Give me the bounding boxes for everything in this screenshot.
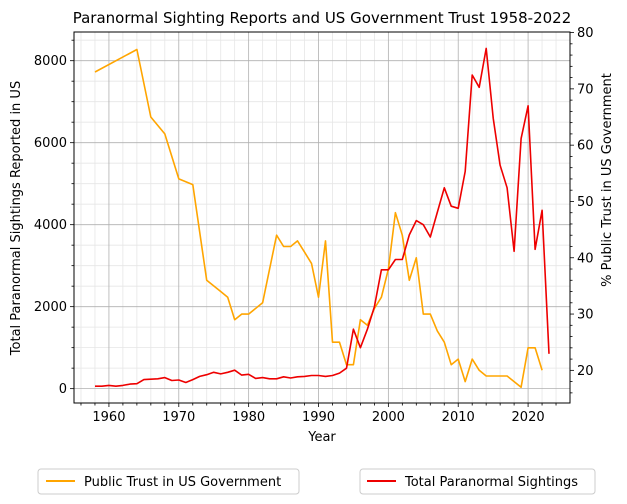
legend-public-trust: Public Trust in US Government xyxy=(37,468,300,495)
x-tick-label: 2020 xyxy=(512,410,545,425)
y-left-tick-label: 8000 xyxy=(34,54,67,69)
series-line-public-trust-in-us-government xyxy=(94,48,543,389)
y-left-tick-label: 4000 xyxy=(34,218,67,233)
series-line-total-paranormal-sightings xyxy=(95,47,550,388)
legend-paranormal-sightings: Total Paranormal Sightings xyxy=(359,468,596,495)
y-right-tick-label: 40 xyxy=(577,251,594,266)
y-right-tick-label: 50 xyxy=(577,195,594,210)
y-axis-label-right: % Public Trust in US Government xyxy=(600,73,615,287)
plot-frame xyxy=(73,31,571,404)
legend-label-public-trust: Public Trust in US Government xyxy=(84,475,281,490)
series-layer xyxy=(94,47,550,389)
grid xyxy=(74,32,570,403)
y-right-tick-label: 70 xyxy=(577,82,594,97)
x-tick-label: 1960 xyxy=(92,410,125,425)
legend-box xyxy=(359,468,596,495)
y-left-tick-label: 2000 xyxy=(34,300,67,315)
y-right-tick-label: 30 xyxy=(577,308,594,323)
y-right-tick-label: 20 xyxy=(577,364,594,379)
y-right-tick-label: 80 xyxy=(577,26,594,41)
y-axis-label-left: Total Paranormal Sightings Reported in U… xyxy=(9,81,24,356)
x-tick-label: 1990 xyxy=(302,410,335,425)
x-axis-label: Year xyxy=(307,430,336,445)
y-left-tick-label: 0 xyxy=(59,382,67,397)
x-tick-label: 2010 xyxy=(442,410,475,425)
x-tick-label: 1970 xyxy=(162,410,195,425)
y-left-tick-label: 6000 xyxy=(34,136,67,151)
y-right-tick-label: 60 xyxy=(577,139,594,154)
legend-box xyxy=(37,468,300,495)
x-tick-label: 2000 xyxy=(372,410,405,425)
legend-label-paranormal-sightings: Total Paranormal Sightings xyxy=(404,475,578,490)
x-tick-label: 1980 xyxy=(232,410,265,425)
ticks: 1960 1970 1980 1990 2000 2010 2020 0 2000 4000 600… xyxy=(34,26,594,425)
chart-title: Paranormal Sighting Reports and US Gover… xyxy=(73,9,572,27)
